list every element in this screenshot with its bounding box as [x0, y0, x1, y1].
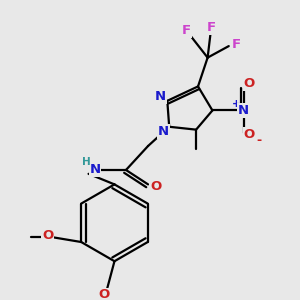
Text: H: H	[82, 157, 91, 167]
Text: N: N	[158, 125, 169, 138]
Text: O: O	[243, 128, 254, 141]
Text: N: N	[238, 104, 249, 117]
Text: O: O	[98, 288, 110, 300]
Text: O: O	[42, 229, 53, 242]
Text: F: F	[182, 24, 191, 37]
Text: F: F	[207, 21, 216, 34]
Text: O: O	[243, 77, 254, 90]
Text: O: O	[150, 180, 161, 193]
Text: +: +	[232, 99, 241, 109]
Text: F: F	[232, 38, 241, 51]
Text: N: N	[155, 91, 166, 103]
Text: -: -	[256, 134, 261, 147]
Text: N: N	[90, 164, 101, 176]
